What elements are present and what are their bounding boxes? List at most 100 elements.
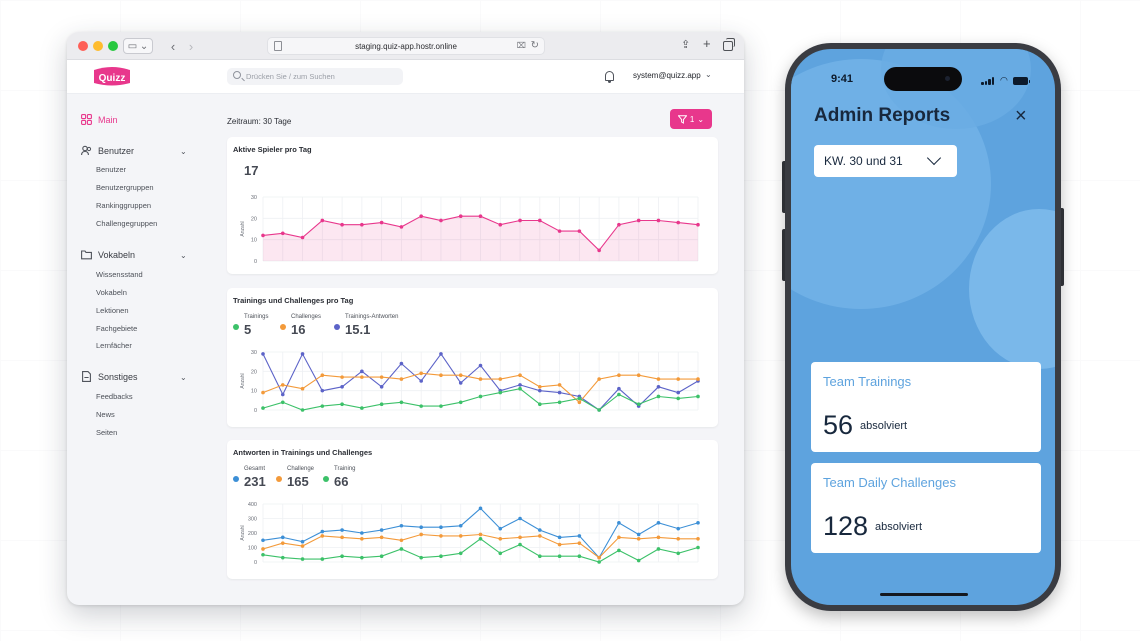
stat-value: 15.1 [345, 322, 371, 337]
week-select[interactable]: KW. 30 und 31 [814, 145, 957, 177]
y-tick-label: 10 [251, 389, 257, 395]
data-point [617, 222, 621, 227]
chevron-down-icon[interactable]: ⌄ [180, 251, 187, 260]
data-point [656, 377, 661, 381]
data-point [577, 534, 582, 538]
dynamic-island [884, 67, 962, 91]
sidebar-item-fachgebiete[interactable]: Fachgebiete [96, 324, 138, 333]
data-point [617, 548, 621, 553]
data-point [577, 400, 582, 405]
card-title: Aktive Spieler pro Tag [233, 145, 312, 154]
minimize-window-button[interactable] [93, 41, 103, 51]
data-point [280, 231, 285, 236]
y-tick-label: 30 [251, 350, 257, 356]
data-point [360, 406, 364, 410]
new-tab-icon[interactable]: + [703, 36, 711, 51]
signal-icon [981, 77, 995, 85]
data-point [458, 523, 463, 528]
sidebar-item-lernfaecher[interactable]: Lernfächer [96, 341, 132, 350]
users-icon [81, 145, 92, 156]
share-icon[interactable]: ⇪ [681, 39, 691, 51]
search-input[interactable]: Drücken Sie / zum Suchen [227, 68, 403, 85]
sidebar-item-benutzergruppen[interactable]: Benutzergruppen [96, 183, 154, 192]
data-point [656, 521, 661, 525]
chevron-down-icon[interactable]: ⌄ [180, 147, 187, 156]
data-point [280, 555, 285, 560]
data-point [439, 525, 443, 529]
sidebar-section-sonstiges[interactable]: Sonstiges [81, 371, 138, 382]
data-point [577, 541, 582, 545]
sidebar-item-seiten[interactable]: Seiten [96, 428, 118, 437]
close-icon[interactable]: × [1015, 105, 1027, 127]
filter-button[interactable]: 1 ⌄ [670, 109, 712, 129]
data-point [617, 521, 621, 525]
chevron-down-icon[interactable]: ⌄ [180, 373, 187, 382]
data-point [518, 383, 522, 387]
card-unit: absolviert [860, 420, 908, 432]
data-point [557, 390, 562, 395]
data-point [458, 214, 463, 218]
data-point [617, 392, 621, 397]
sidebar-item-rankinggruppen[interactable]: Rankinggruppen [96, 201, 152, 210]
data-point [280, 535, 285, 540]
data-point [656, 218, 661, 223]
stat-value: 231 [244, 474, 266, 489]
data-point [478, 394, 483, 399]
url-text[interactable]: staging.quiz-app.hostr.online [355, 42, 457, 51]
address-bar[interactable]: staging.quiz-app.hostr.online ⌧ ↻ [267, 37, 545, 55]
sidebar-item-challengegruppen[interactable]: Challengegruppen [96, 219, 158, 228]
close-window-button[interactable] [78, 41, 88, 51]
status-time: 9:41 [831, 73, 854, 85]
user-menu[interactable]: system@quizz.app [633, 71, 701, 80]
data-point [320, 529, 325, 534]
grid-icon [81, 114, 92, 125]
sidebar-toggle-icon[interactable]: ▭ ⌄ [123, 38, 153, 54]
data-point [478, 214, 483, 218]
sidebar-section-label: Sonstiges [98, 371, 138, 382]
series-area [263, 216, 698, 261]
bell-icon[interactable] [605, 71, 614, 83]
maximize-window-button[interactable] [108, 41, 118, 51]
data-point [320, 557, 325, 561]
stat-label: Challenge [287, 466, 315, 472]
data-point [636, 373, 641, 377]
data-point [439, 218, 443, 223]
translate-icon[interactable]: ⌧ [516, 41, 526, 50]
tab-overview-icon[interactable] [723, 38, 735, 51]
chart-grid [262, 196, 699, 262]
data-point [360, 531, 364, 535]
data-point [676, 526, 681, 531]
sidebar-section-benutzer[interactable]: Benutzer [81, 145, 134, 156]
data-point [399, 225, 404, 229]
phone-screen: 9:41 ◠ Admin Reports × KW. 30 und 31 Tea… [791, 49, 1055, 605]
data-point [557, 554, 562, 558]
sidebar-item-wissensstand[interactable]: Wissensstand [96, 270, 143, 279]
legend-dot [323, 476, 329, 482]
back-icon[interactable]: ‹ [170, 38, 176, 54]
data-point [538, 528, 542, 532]
sidebar-section-vokabeln[interactable]: Vokabeln [81, 249, 135, 260]
sidebar-item-benutzer[interactable]: Benutzer [96, 165, 127, 174]
chevron-down-icon[interactable]: ⌄ [705, 70, 712, 79]
y-tick-label: 200 [248, 531, 257, 537]
data-point [518, 542, 522, 547]
data-point [538, 402, 542, 406]
card-title: Trainings und Challenges pro Tag [233, 296, 354, 305]
data-point [261, 352, 265, 356]
data-point [478, 377, 483, 381]
sidebar-item-lektionen[interactable]: Lektionen [96, 306, 129, 315]
forward-icon[interactable]: › [188, 38, 194, 54]
data-point [340, 528, 344, 532]
sidebar-item-main[interactable]: Main [81, 114, 118, 125]
sidebar-item-vokabeln[interactable]: Vokabeln [96, 288, 127, 297]
data-point [261, 547, 265, 551]
data-point [280, 400, 285, 405]
reload-icon[interactable]: ↻ [530, 40, 539, 51]
data-point [419, 525, 423, 529]
sidebar-item-news[interactable]: News [96, 410, 115, 419]
data-point [597, 560, 601, 564]
data-point [419, 379, 423, 383]
quizz-logo[interactable]: Quizz [91, 66, 133, 90]
sidebar-item-feedbacks[interactable]: Feedbacks [96, 392, 133, 401]
data-point [261, 390, 265, 395]
